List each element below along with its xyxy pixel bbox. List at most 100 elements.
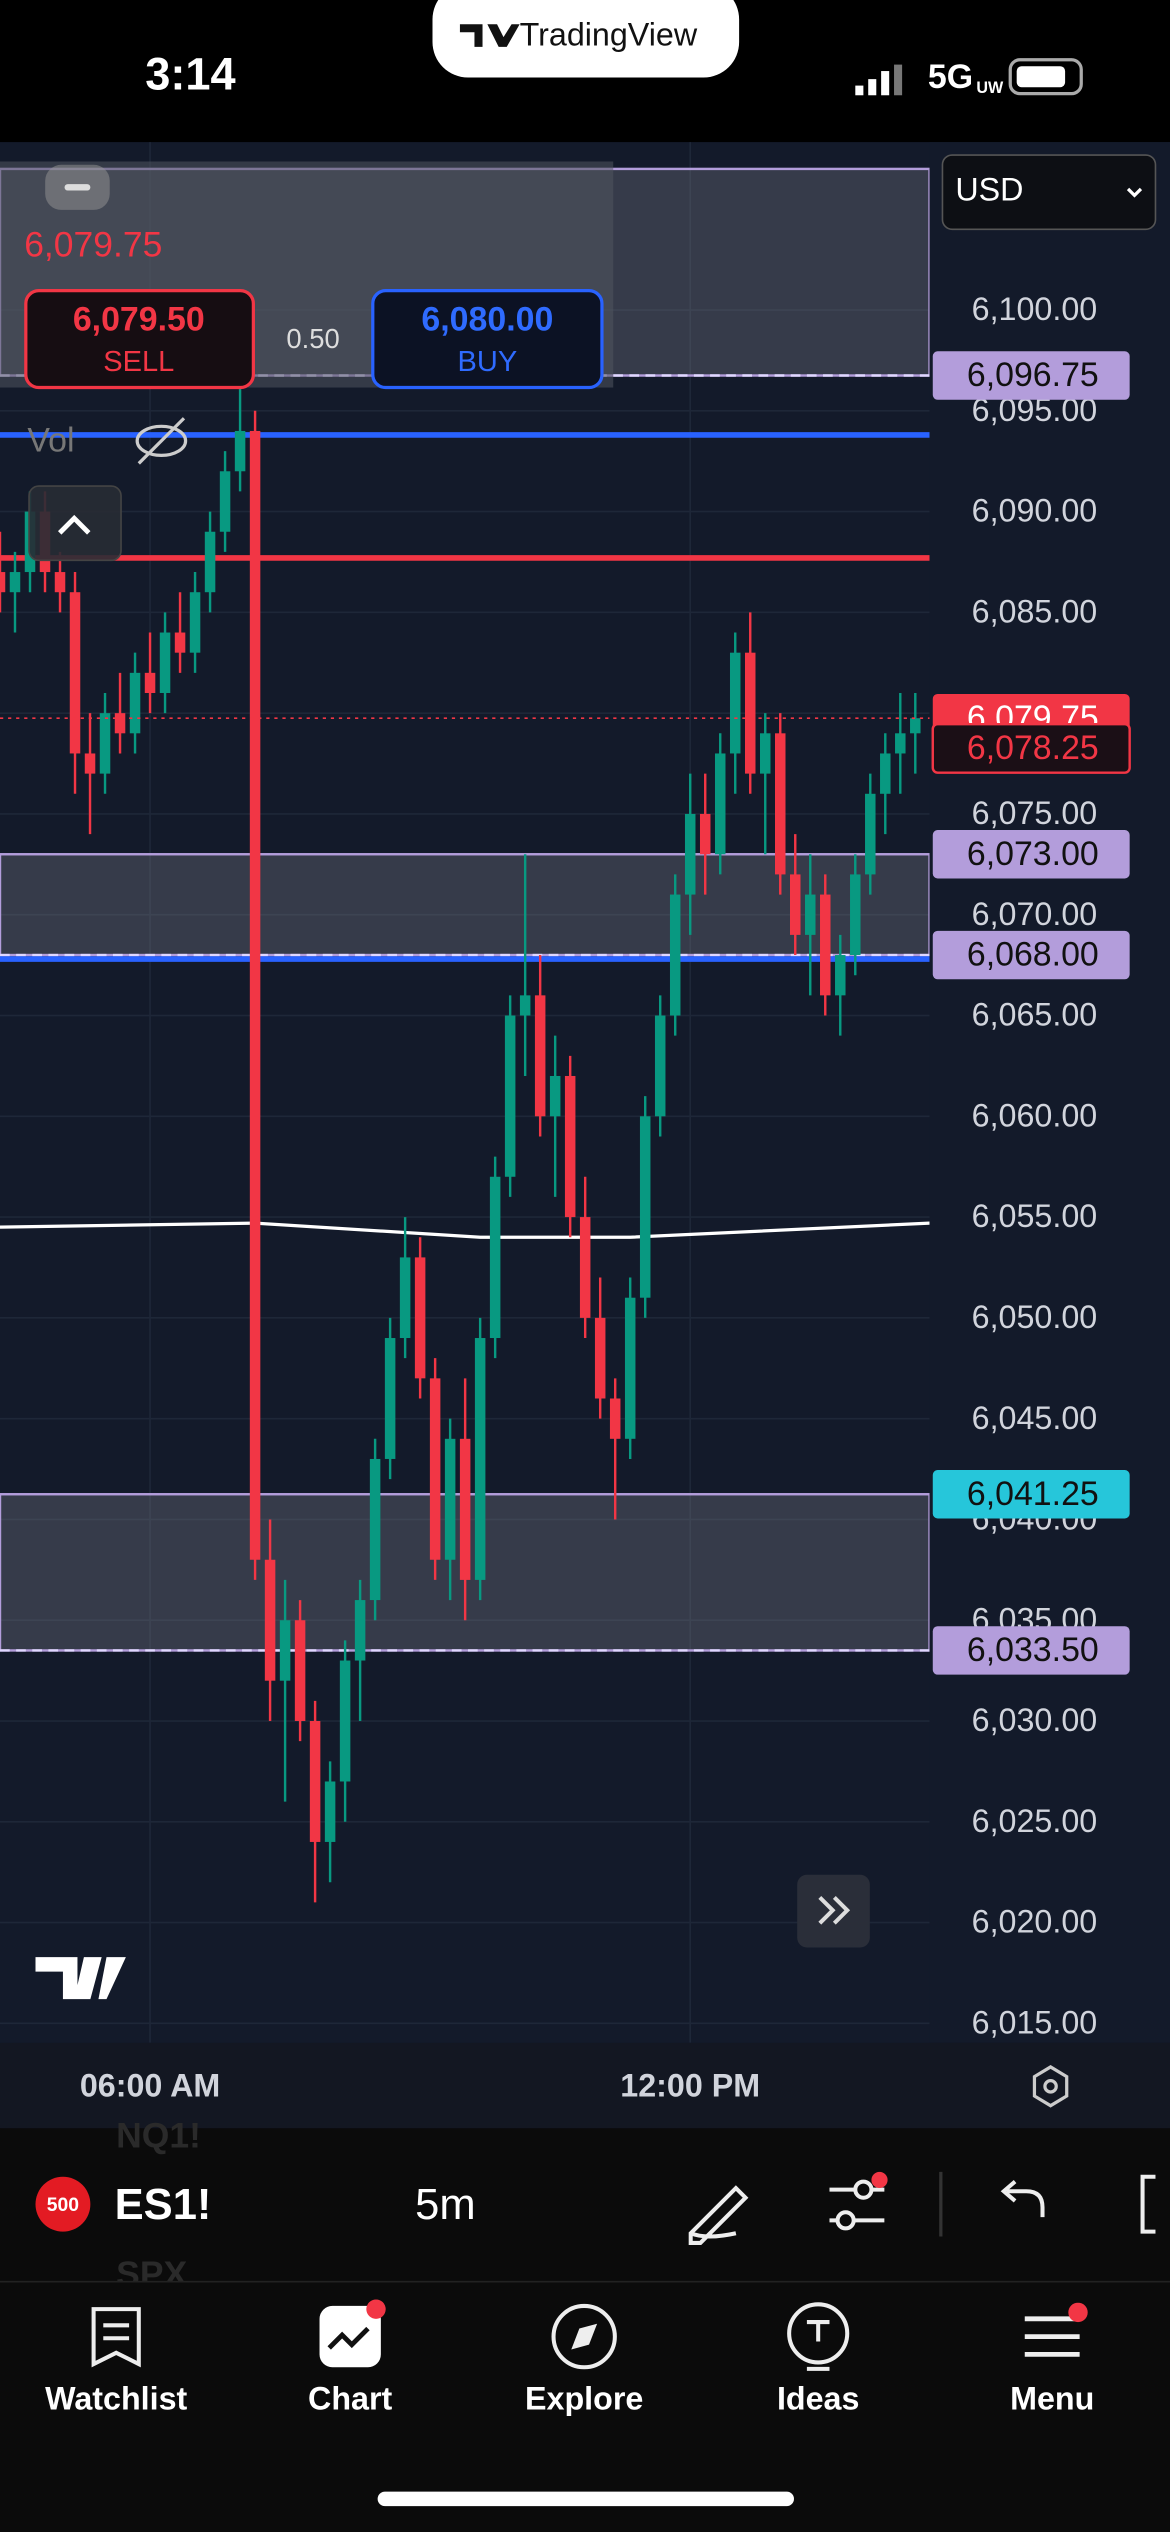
candle-body [354, 1600, 366, 1661]
y-tick-label: 6,025.00 [972, 1803, 1098, 1839]
status-time: 3:14 [145, 48, 235, 99]
y-tick-label: 6,065.00 [972, 997, 1098, 1033]
buy-price: 6,080.00 [421, 300, 553, 338]
watchlist-icon [91, 2307, 141, 2368]
candle-body [504, 1015, 516, 1177]
ideas-icon-detail [806, 2320, 830, 2371]
candle-body [865, 793, 876, 875]
signal-icon [855, 64, 903, 96]
price-badge [932, 830, 1130, 879]
candle-body [774, 733, 786, 875]
candle-body [399, 1257, 411, 1339]
candle-body [759, 733, 771, 774]
currency-select[interactable] [941, 154, 1157, 231]
symbol-badge [35, 2176, 91, 2232]
y-tick-label: 6,015.00 [972, 2005, 1098, 2041]
candle-body [9, 572, 21, 593]
interval[interactable]: 5m [415, 2181, 476, 2229]
visibility-icon[interactable] [135, 417, 188, 465]
buy-button[interactable] [371, 289, 604, 390]
y-tick-label: 6,020.00 [972, 1904, 1098, 1940]
candle-body [729, 652, 741, 754]
candle-body [684, 813, 696, 895]
symbol[interactable]: ES1! [115, 2181, 212, 2229]
candle-body [594, 1317, 606, 1399]
battery-level [1016, 66, 1066, 88]
menu-icon [1024, 2316, 1080, 2357]
price-badge [932, 930, 1130, 980]
explore-icon-needle [571, 2323, 598, 2350]
tab-label[interactable]: Watchlist [45, 2381, 187, 2417]
candle-body [369, 1458, 381, 1601]
volume-label: Vol [27, 421, 74, 459]
tab-label[interactable]: Chart [308, 2381, 392, 2417]
tv-logo-small [459, 24, 520, 47]
candle-body [84, 753, 96, 774]
price-badge-label: 6,078.25 [967, 729, 1099, 767]
price-badge [932, 351, 1130, 400]
candle-body [324, 1781, 336, 1842]
chart-icon-line [327, 2326, 370, 2350]
candle-body [654, 1015, 666, 1117]
toolbar [0, 2128, 1170, 2282]
last-price: 6,079.75 [24, 224, 162, 264]
price-axis-background [929, 142, 1170, 2043]
y-tick-label: 6,100.00 [972, 291, 1098, 327]
tab-bar [0, 2281, 1170, 2532]
candle-body [639, 1116, 651, 1298]
candle-body [99, 713, 111, 774]
expand-button[interactable] [28, 485, 122, 562]
candle-body [204, 531, 216, 593]
candle-body [384, 1338, 396, 1459]
tv-watermark [35, 1957, 126, 2000]
price-badge-label: 6,068.00 [967, 936, 1099, 974]
candle-body [294, 1620, 306, 1722]
currency-label: USD [955, 172, 1023, 208]
sell-label: SELL [103, 346, 174, 378]
tab-labels: Watchlist Chart Explore Ideas Menu [45, 2381, 1094, 2417]
buy-label: BUY [458, 346, 518, 378]
candle-body [820, 894, 831, 996]
candle-body [144, 672, 156, 693]
candle-body [699, 813, 711, 855]
candle-body [489, 1176, 501, 1339]
candle-body [669, 894, 681, 1016]
y-tick-label: 6,055.00 [972, 1198, 1098, 1234]
candle-body [805, 894, 816, 935]
network-suffix: UW [976, 79, 1004, 97]
candle-body [609, 1398, 621, 1439]
candle-body [129, 672, 141, 734]
indicators-icon[interactable] [829, 2179, 885, 2231]
candle-body [54, 572, 66, 593]
candle-body [249, 430, 261, 1560]
more-icon[interactable] [1140, 2174, 1156, 2234]
candle-body [850, 874, 861, 956]
sell-button[interactable] [24, 289, 255, 390]
time-axis-background [0, 2042, 1170, 2129]
y-tick-label: 6,045.00 [972, 1400, 1098, 1436]
settings-icon[interactable] [1032, 2065, 1069, 2108]
candle-body [234, 430, 246, 472]
y-tick-label: 6,050.00 [972, 1299, 1098, 1335]
y-tick-label: 6,090.00 [972, 493, 1098, 529]
candle-body [880, 753, 891, 794]
app-pill [432, 0, 740, 78]
price-badge [932, 1626, 1130, 1675]
tab-label[interactable]: Menu [1010, 2381, 1094, 2417]
drawing-tool-icon[interactable] [688, 2185, 749, 2245]
tab-label[interactable]: Ideas [777, 2381, 859, 2417]
explore-icon [551, 2303, 617, 2370]
expand-icon [57, 514, 91, 535]
candle-body [790, 874, 801, 935]
collapse-icon [64, 184, 91, 191]
candle-body [714, 753, 726, 855]
undo-icon[interactable] [1000, 2180, 1045, 2218]
price-badge [931, 722, 1131, 774]
price-badge-label: 6,096.75 [967, 356, 1099, 394]
tab-label[interactable]: Explore [525, 2381, 643, 2417]
candle-body [69, 592, 81, 754]
x-tick-label: 06:00 AM [80, 2067, 220, 2103]
candle-body [910, 718, 921, 734]
